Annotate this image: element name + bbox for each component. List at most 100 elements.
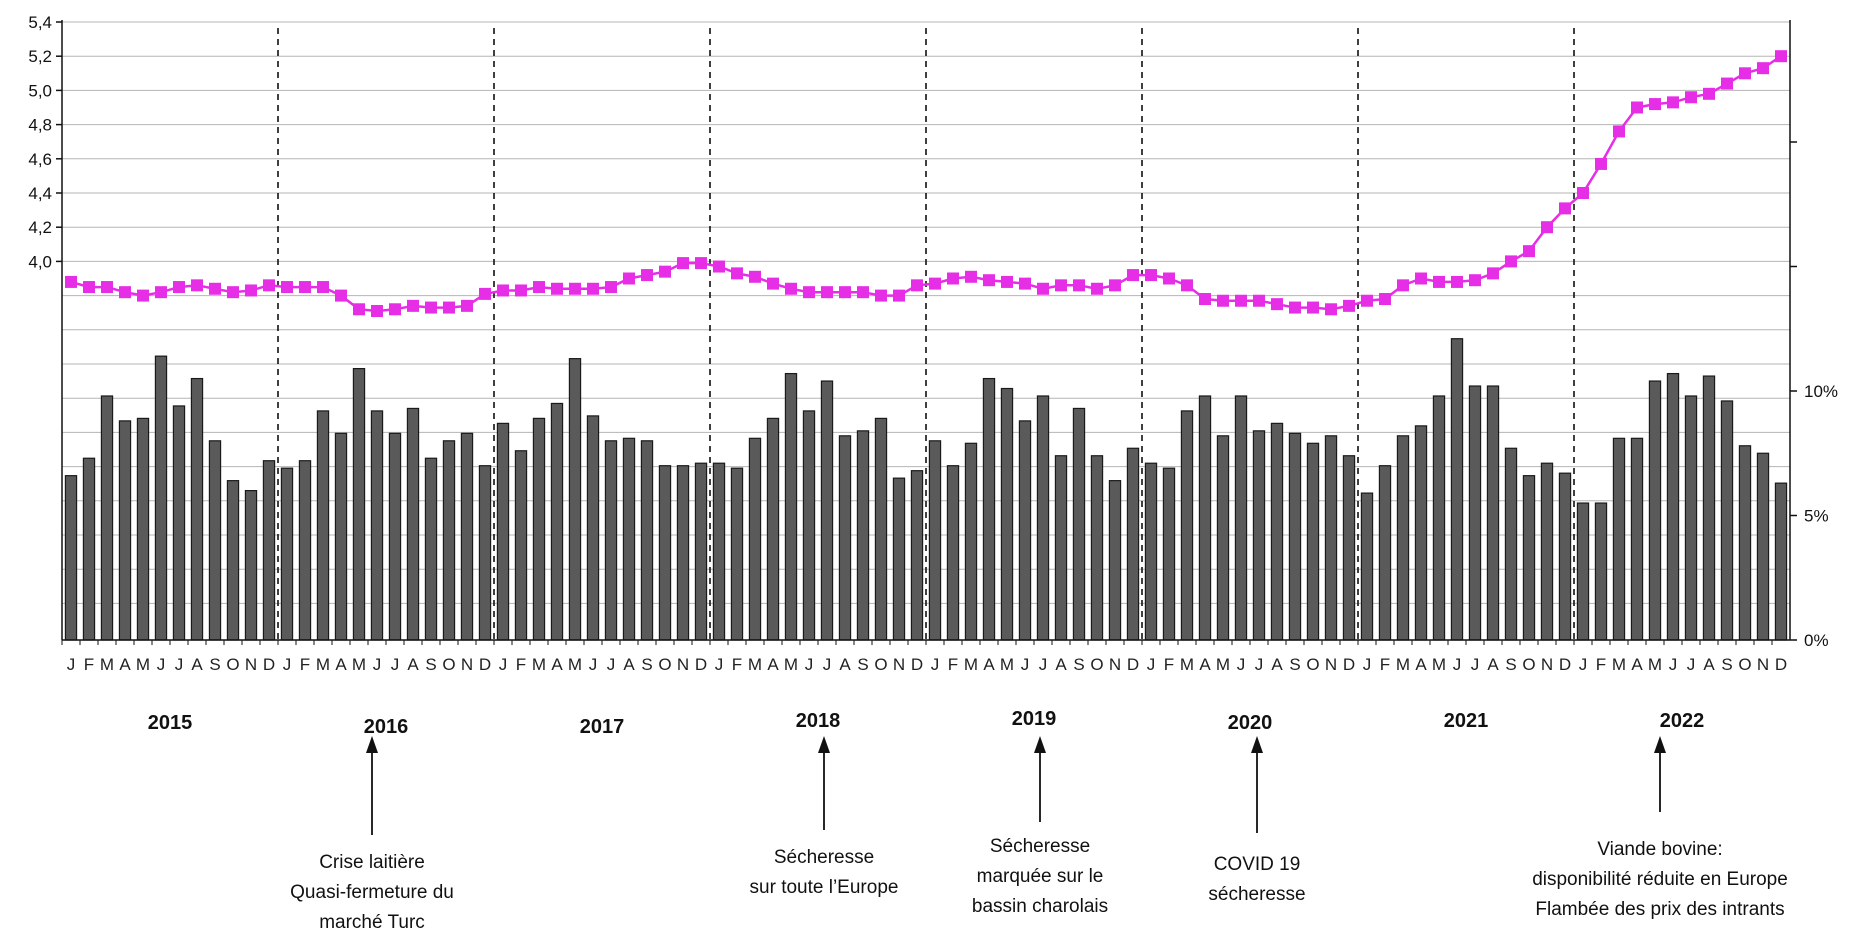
month-label: A xyxy=(1199,655,1211,674)
bar xyxy=(1126,447,1140,641)
line-marker xyxy=(389,303,401,316)
bar xyxy=(1072,407,1086,641)
annotation-arrowhead xyxy=(1654,736,1666,753)
line-marker xyxy=(533,281,545,294)
month-label: O xyxy=(442,655,455,674)
bar xyxy=(226,480,240,641)
line-marker xyxy=(1433,275,1445,288)
line-marker xyxy=(1361,294,1373,307)
bar xyxy=(1090,455,1104,641)
line-marker xyxy=(1199,293,1211,306)
line-marker xyxy=(191,279,203,292)
month-label: S xyxy=(1505,655,1516,674)
right-tick-label: 5% xyxy=(1804,507,1829,526)
line-marker xyxy=(695,257,707,270)
month-label: J xyxy=(1471,655,1480,674)
bar xyxy=(352,367,366,641)
line-marker xyxy=(119,286,131,299)
month-label: F xyxy=(300,655,310,674)
month-label: M xyxy=(100,655,114,674)
left-tick-label: 4,8 xyxy=(28,116,52,135)
month-label: D xyxy=(1775,655,1787,674)
line-marker xyxy=(515,284,527,297)
annotation-text: sur toute l’Europe xyxy=(750,877,899,898)
line-marker xyxy=(1325,303,1337,316)
month-label: F xyxy=(1164,655,1174,674)
annotation-text: Sécheresse xyxy=(990,836,1090,857)
bar xyxy=(388,432,402,641)
right-axis-ticks: 0% 5% 10% xyxy=(1790,141,1838,650)
line-marker xyxy=(1253,294,1265,307)
line-marker xyxy=(1577,187,1589,199)
annotation-text: Flambée des prix des intrants xyxy=(1535,899,1784,920)
month-label: J xyxy=(1255,655,1264,674)
month-label: A xyxy=(839,655,851,674)
bar xyxy=(1666,372,1680,641)
annotation-text: Quasi-fermeture du xyxy=(290,882,454,903)
line-marker xyxy=(317,281,329,294)
bar xyxy=(604,440,618,641)
annotation-arrowhead xyxy=(366,736,378,753)
month-label: O xyxy=(1090,655,1103,674)
month-label: J xyxy=(1147,655,1156,674)
line-marker xyxy=(1055,279,1067,292)
left-tick-label: 4,2 xyxy=(28,218,52,237)
bar xyxy=(928,440,942,641)
line-marker xyxy=(1307,301,1319,314)
month-label: S xyxy=(1289,655,1300,674)
month-label: A xyxy=(1487,655,1499,674)
bar xyxy=(154,355,168,641)
bar xyxy=(622,437,636,641)
month-label: J xyxy=(1237,655,1246,674)
bar xyxy=(1270,422,1284,641)
bar xyxy=(64,475,78,641)
month-label: F xyxy=(1380,655,1390,674)
bar xyxy=(1558,472,1572,641)
line-marker xyxy=(1739,67,1751,80)
line-marker xyxy=(605,281,617,294)
line-marker xyxy=(1631,101,1643,114)
month-label: S xyxy=(1073,655,1084,674)
line-marker xyxy=(767,277,779,290)
line-marker xyxy=(1541,221,1553,234)
bar xyxy=(1774,482,1788,641)
year-label: 2016 xyxy=(364,716,409,738)
bar xyxy=(1216,435,1230,641)
line-marker xyxy=(677,257,689,270)
line-marker xyxy=(569,282,581,295)
month-label: A xyxy=(1271,655,1283,674)
bar xyxy=(730,467,744,641)
line-marker xyxy=(929,277,941,290)
line-marker xyxy=(623,272,635,285)
bar xyxy=(424,457,438,641)
month-label: J xyxy=(1021,655,1030,674)
bar xyxy=(334,432,348,641)
line-marker xyxy=(371,304,383,317)
bar xyxy=(856,430,870,641)
line-marker xyxy=(1289,301,1301,314)
month-label: F xyxy=(948,655,958,674)
line-marker xyxy=(281,281,293,294)
bar xyxy=(1000,387,1014,641)
bar xyxy=(748,437,762,641)
bar xyxy=(694,462,708,641)
month-label: M xyxy=(1216,655,1230,674)
month-label: N xyxy=(461,655,473,674)
line-marker xyxy=(1703,87,1715,100)
line-marker xyxy=(659,265,671,278)
year-label: 2021 xyxy=(1444,710,1489,732)
month-label: M xyxy=(352,655,366,674)
line-marker xyxy=(209,282,221,295)
month-label: A xyxy=(1055,655,1067,674)
line-marker xyxy=(803,286,815,299)
line-marker xyxy=(335,289,347,302)
bar xyxy=(784,372,798,641)
bar xyxy=(766,417,780,641)
bar xyxy=(1414,425,1428,641)
bar xyxy=(478,465,492,641)
line-marker xyxy=(1235,294,1247,307)
line-marker xyxy=(641,269,653,282)
bar xyxy=(1540,462,1554,641)
annotation-text: bassin charolais xyxy=(972,896,1108,917)
month-label: A xyxy=(335,655,347,674)
